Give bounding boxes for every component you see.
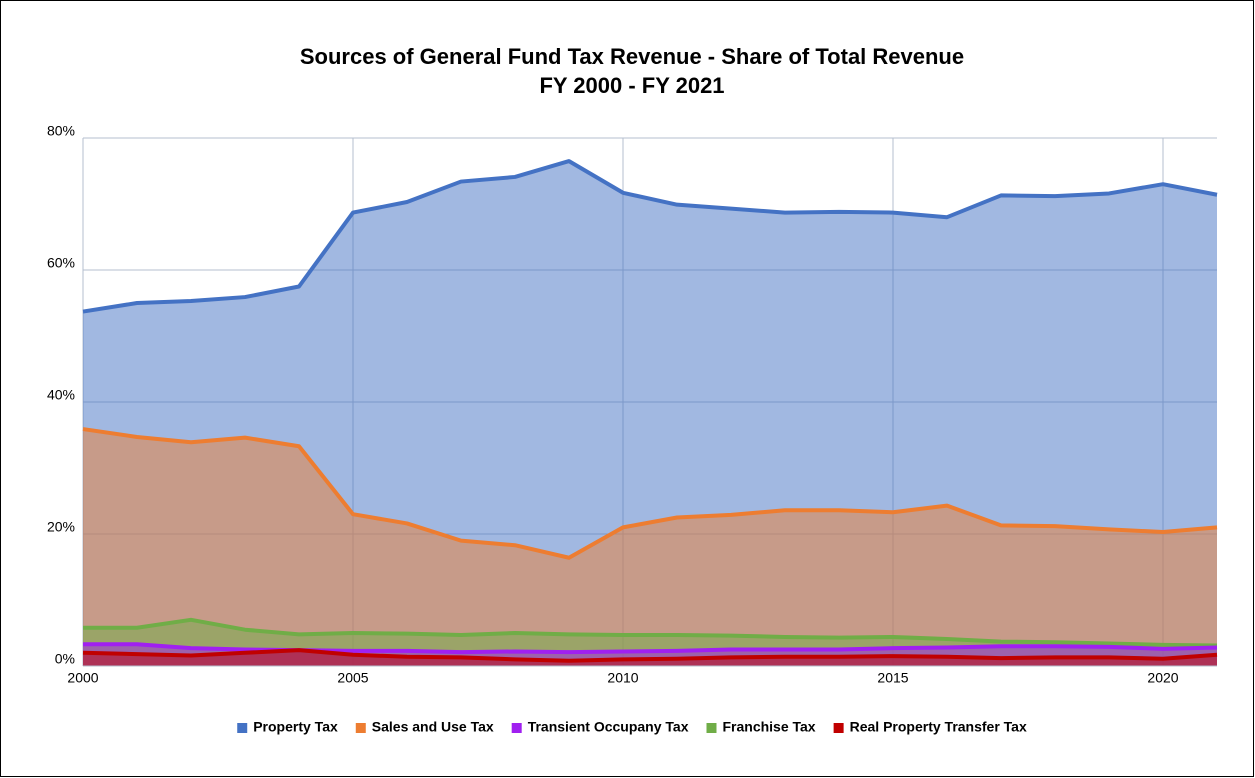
y-tick-label: 60% [47,255,75,271]
legend-swatch [706,723,717,733]
legend-label: Sales and Use Tax [372,719,494,735]
x-tick-label: 2005 [337,670,368,686]
area-line [82,648,1218,663]
area-fill [83,650,1217,666]
x-tick-label: 2015 [877,670,908,686]
legend-label: Real Property Transfer Tax [850,719,1027,735]
area-line [82,427,1218,560]
legend-swatch [355,723,366,733]
legend-label: Property Tax [253,719,338,735]
y-tick-label: 20% [47,519,75,535]
legend-label: Franchise Tax [722,719,815,735]
legend-swatch [833,723,844,733]
legend-label: Transient Occupany Tax [528,719,689,735]
chart-title: Sources of General Fund Tax Revenue - Sh… [300,44,964,69]
x-tick-label: 2000 [67,670,98,686]
y-tick-label: 0% [55,651,75,667]
chart-subtitle: FY 2000 - FY 2021 [539,73,724,98]
legend-swatch [511,723,522,733]
x-tick-label: 2020 [1147,670,1178,686]
x-tick-label: 2010 [607,670,638,686]
legend-swatch [237,723,248,733]
area-fill [83,429,1217,666]
area-line [82,159,1218,314]
y-tick-label: 80% [47,123,75,139]
area-line [83,617,1218,648]
y-tick-label: 40% [47,387,75,403]
